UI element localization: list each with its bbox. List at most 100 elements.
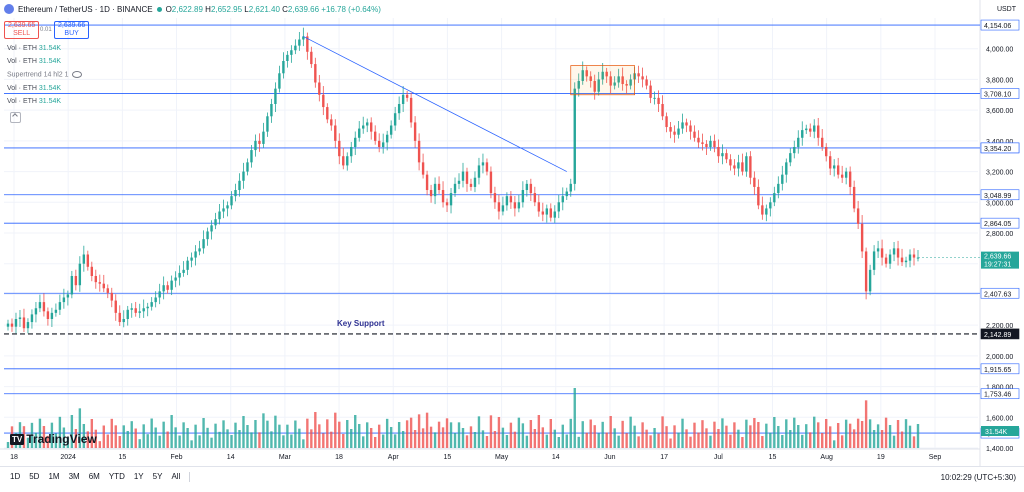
symbol-title[interactable]: Ethereum / TetherUS · 1D · BINANCE <box>18 4 153 14</box>
candle <box>342 156 345 166</box>
candle <box>381 142 385 147</box>
volume-bar <box>182 422 185 448</box>
candle <box>813 125 816 132</box>
candle <box>270 104 273 117</box>
sell-button[interactable]: 2,639.65 SELL <box>4 21 40 39</box>
indicator-row[interactable]: Vol · ETH 31.54K <box>7 45 61 52</box>
tf-1m[interactable]: 1M <box>48 472 60 481</box>
volume-bar <box>577 436 580 448</box>
candle <box>154 297 157 303</box>
candle <box>274 88 277 104</box>
divider <box>189 472 191 482</box>
candle <box>880 248 884 258</box>
volume-bar <box>421 428 425 448</box>
collapse-legend-icon[interactable] <box>10 112 21 123</box>
volume-bar <box>793 417 796 448</box>
candle <box>765 208 768 215</box>
volume-bar <box>186 428 189 448</box>
volume-bar <box>593 425 596 448</box>
tf-5d[interactable]: 5D <box>29 472 40 481</box>
level-price-tag <box>980 328 1020 340</box>
volume-bar <box>138 439 141 448</box>
low-value: 2,621.40 <box>248 4 280 14</box>
volume-tag <box>981 426 1019 436</box>
level-price-label: 2,864.05 <box>984 221 1011 228</box>
candle <box>884 257 888 264</box>
tf-1y[interactable]: 1Y <box>133 472 144 481</box>
volume-bar <box>757 422 760 448</box>
candle <box>401 94 405 104</box>
volume-bar <box>609 416 612 448</box>
tf-3m[interactable]: 3M <box>68 472 80 481</box>
candle <box>110 292 113 301</box>
candle <box>18 317 22 319</box>
candle <box>146 306 149 309</box>
eye-hidden-icon[interactable] <box>71 71 82 78</box>
sell-price: 2,639.65 <box>8 22 36 29</box>
volume-bar <box>401 431 405 448</box>
indicator-row[interactable]: Vol · ETH 31.54K <box>7 85 61 92</box>
volume-bar <box>737 429 740 448</box>
volume-bar <box>417 414 421 448</box>
candle <box>577 80 580 89</box>
indicator-row[interactable]: Vol · ETH 31.54K <box>7 58 61 65</box>
volume-bar <box>461 428 465 448</box>
x-tick-label: 15 <box>769 454 777 461</box>
level-price-label: 3,708.10 <box>984 92 1011 99</box>
volume-bar <box>453 433 457 448</box>
volume-bar <box>441 427 445 448</box>
volume-bar <box>114 425 117 448</box>
volume-bar <box>326 419 329 448</box>
level-price-label: 2,142.89 <box>984 332 1011 339</box>
tf-all[interactable]: All <box>171 472 181 481</box>
candle <box>681 122 684 129</box>
tf-5y[interactable]: 5Y <box>152 472 163 481</box>
candle <box>801 130 804 138</box>
candle <box>298 39 301 46</box>
candle <box>397 104 401 114</box>
volume-bar <box>485 436 489 448</box>
indicator-row[interactable]: Supertrend 14 hl2 1 <box>7 71 82 78</box>
volume-bar <box>206 427 209 448</box>
utc-clock[interactable]: 10:02:29 (UTC+5:30) <box>940 473 1016 482</box>
tf-ytd[interactable]: YTD <box>108 472 125 481</box>
volume-bar <box>613 428 616 448</box>
volume-bar <box>848 423 852 448</box>
indicator-value: 31.54K <box>38 45 62 52</box>
volume-bar <box>385 418 389 448</box>
volume-bar <box>78 408 82 448</box>
candle <box>629 79 632 86</box>
candle <box>781 174 784 184</box>
volume-bar <box>856 418 860 448</box>
tf-1d[interactable]: 1D <box>10 472 21 481</box>
volume-bar <box>725 425 728 448</box>
volume-bar <box>298 428 301 448</box>
volume-bar <box>98 441 101 448</box>
candle <box>589 76 592 81</box>
candle <box>130 308 133 310</box>
buy-button[interactable]: 2,639.66 BUY <box>54 21 90 39</box>
currency-label[interactable]: USDT <box>996 6 1016 13</box>
tradingview-logo[interactable]: TV TradingView <box>10 432 97 446</box>
candle <box>150 302 153 307</box>
candle <box>673 131 676 135</box>
candle <box>174 277 177 281</box>
candle <box>350 147 353 157</box>
volume-bar <box>789 430 792 448</box>
volume-bar <box>605 432 608 448</box>
candle <box>42 302 46 312</box>
volume-bar <box>625 433 628 448</box>
volume-bar <box>705 428 708 448</box>
candle <box>366 122 369 126</box>
candle <box>314 64 317 83</box>
candle <box>393 113 397 126</box>
tf-6m[interactable]: 6M <box>88 472 100 481</box>
volume-bar <box>761 436 764 448</box>
volume-bar <box>146 434 149 448</box>
indicator-row[interactable]: Vol · ETH 31.54K <box>7 98 61 105</box>
level-price-label: 1,915.65 <box>984 367 1011 374</box>
volume-bar <box>581 421 584 448</box>
candle <box>553 211 556 218</box>
volume-bar <box>266 420 269 448</box>
